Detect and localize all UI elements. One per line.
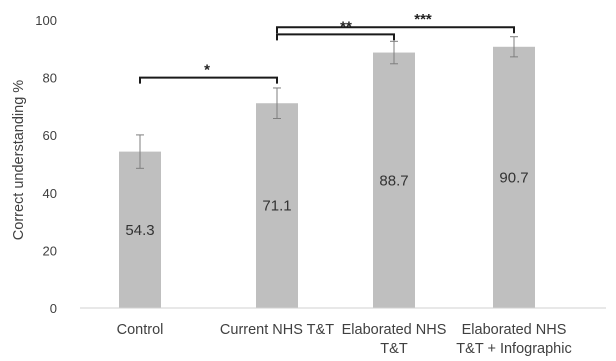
data-label: 71.1: [262, 198, 291, 215]
significance-bracket: [276, 26, 515, 34]
data-label: 88.7: [379, 172, 408, 189]
x-tick-label: Control: [117, 322, 164, 338]
bar: [373, 52, 415, 308]
x-tick-label: Elaborated NHS: [342, 322, 447, 338]
bar: [119, 151, 161, 308]
x-tick-label: T&T: [380, 341, 408, 357]
significance-label: ***: [414, 11, 432, 28]
y-tick-label: 60: [43, 128, 57, 143]
significance-label: *: [204, 62, 210, 79]
bars-layer: [119, 36, 535, 309]
x-tick-label: Current NHS T&T: [220, 322, 334, 338]
significance-bracket: [139, 76, 278, 84]
x-tick-label: Elaborated NHS: [462, 322, 567, 338]
significance-bracket: [276, 33, 395, 41]
data-label: 90.7: [499, 169, 528, 186]
y-tick-label: 100: [35, 13, 57, 28]
y-axis-label: Correct understanding %: [11, 80, 27, 240]
data-label: 54.3: [125, 222, 154, 239]
bar: [493, 46, 535, 309]
y-tick-label: 80: [43, 71, 57, 86]
axis-layer: 0 20 40 60 80 100: [35, 13, 606, 316]
y-tick-label: 40: [43, 186, 57, 201]
y-tick-label: 0: [50, 301, 57, 316]
x-tick-label: T&T + Infographic: [456, 341, 571, 357]
labels-layer: 54.3 Control 71.1 Current NHS T&T 88.7 Elabor…: [117, 169, 572, 357]
significance-layer: *** ***: [139, 11, 515, 84]
y-tick-label: 20: [43, 243, 57, 258]
bar: [256, 103, 298, 309]
